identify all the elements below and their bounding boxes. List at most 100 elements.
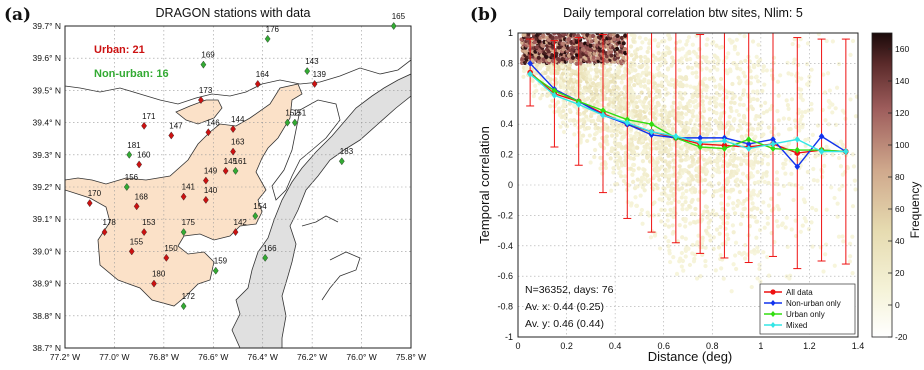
density-cell [830, 152, 835, 157]
station-diamond [232, 228, 239, 237]
density-cell [623, 50, 628, 55]
density-cell [700, 166, 705, 171]
density-cell [689, 174, 694, 179]
density-cell [643, 136, 648, 141]
station-diamond [86, 199, 93, 208]
density-cell [686, 246, 691, 251]
density-cell [608, 156, 613, 161]
y-tick-label: -0.4 [497, 241, 513, 251]
station-marker: 171 [141, 112, 156, 130]
station-diamond [222, 166, 229, 175]
density-cell [681, 268, 686, 273]
density-cell [838, 164, 844, 169]
density-cell [646, 79, 651, 84]
density-cell [695, 54, 700, 60]
density-cell [682, 168, 687, 173]
density-cell [763, 100, 768, 105]
density-cell [521, 33, 526, 38]
density-cell [754, 54, 759, 60]
density-cell [639, 207, 644, 213]
density-cell [850, 38, 856, 44]
density-cell [667, 248, 672, 253]
y-tick-label: 0.2 [500, 150, 513, 160]
density-cell [567, 66, 572, 71]
map-xtick-label: 76.8° W [149, 352, 179, 362]
density-cell [741, 250, 747, 255]
density-cell [699, 94, 704, 99]
density-cell [793, 218, 798, 223]
density-cell [659, 61, 664, 66]
density-cell [652, 200, 657, 205]
density-cell [699, 217, 705, 222]
density-cell [711, 59, 716, 64]
station-diamond [232, 166, 239, 175]
density-cell [716, 181, 722, 186]
density-cell [727, 195, 732, 200]
density-cell [592, 147, 598, 153]
density-cell [556, 57, 561, 62]
station-marker: 176 [264, 25, 280, 43]
density-cell [690, 114, 696, 119]
density-cell [830, 102, 835, 107]
station-marker: 145 [222, 157, 238, 175]
station-diamond [212, 266, 219, 275]
density-cell [806, 227, 812, 232]
density-cell [639, 178, 644, 183]
density-cell [789, 72, 794, 77]
density-cell [679, 120, 684, 125]
map-title: DRAGON stations with data [156, 6, 311, 20]
density-cell [845, 165, 850, 171]
density-cell [653, 116, 658, 121]
density-cell [540, 43, 545, 48]
plot-ticks: 0 0.2 0.4 0.6 0.8 1 1.2 1.4 -1 -0.8 -0.6 -0.4 -0.2 0 0… [497, 28, 864, 351]
density-cell [586, 117, 591, 122]
density-cell [829, 185, 834, 190]
density-cell [684, 112, 689, 117]
density-cell [755, 206, 760, 211]
colorbar-tick-label: -20 [895, 332, 908, 342]
station-marker: 146 [205, 118, 220, 137]
density-cell [742, 256, 748, 261]
density-cell [533, 52, 538, 57]
density-cell [632, 61, 637, 66]
density-cell [653, 85, 658, 91]
density-cell [676, 114, 681, 119]
density-cell [592, 136, 597, 142]
density-cell [739, 179, 744, 184]
density-cell [768, 107, 773, 112]
density-cell [657, 143, 662, 149]
station-id-label: 160 [137, 150, 151, 159]
density-cell [557, 106, 562, 111]
density-cell [765, 215, 770, 220]
x-tick-label: 0.6 [657, 341, 670, 351]
density-cell [802, 216, 807, 221]
density-cell [695, 240, 700, 245]
station-id-label: 142 [234, 218, 248, 227]
density-cell [776, 132, 781, 137]
density-cell [827, 105, 832, 110]
density-cell [546, 37, 551, 42]
density-cell [789, 182, 794, 187]
density-cell [571, 118, 577, 123]
data-point [794, 146, 801, 154]
density-cell [679, 250, 684, 256]
density-cell [769, 196, 774, 201]
density-cell [591, 118, 596, 124]
map-ytick-label: 38.7° N [33, 343, 61, 353]
station-marker: 166 [262, 244, 277, 262]
station-marker: 139 [311, 70, 327, 88]
density-cell [683, 124, 688, 129]
density-cell [825, 71, 831, 76]
density-cell [588, 89, 593, 94]
station-diamond [101, 228, 108, 237]
density-cell [623, 33, 628, 38]
density-cell [572, 122, 578, 127]
density-cell [750, 127, 756, 132]
density-cell [738, 118, 743, 123]
density-cell [555, 100, 561, 105]
station-marker: 159 [212, 257, 228, 275]
station-id-label: 175 [182, 218, 196, 227]
density-cell [666, 244, 671, 249]
density-cell [704, 95, 709, 100]
